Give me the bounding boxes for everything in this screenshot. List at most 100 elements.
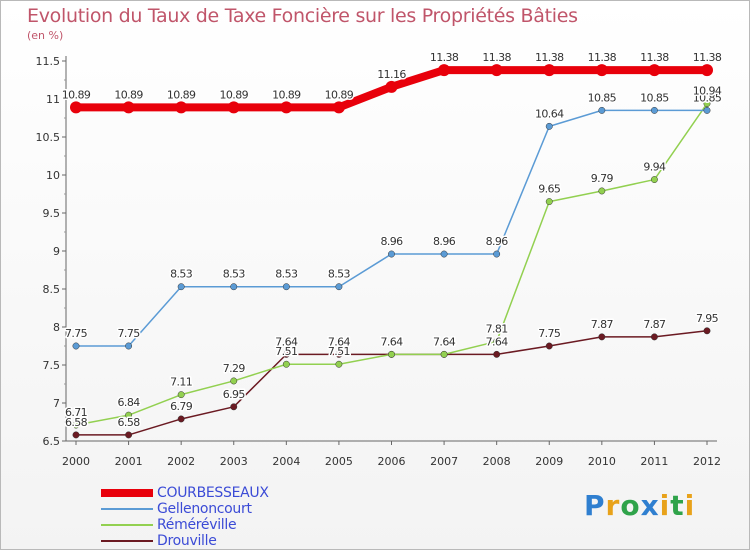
data-point [703,327,711,335]
data-label: 8.53 [328,268,351,281]
data-label-halo: 10.89 [167,88,196,101]
data-label: 8.53 [223,268,246,281]
data-point [230,283,238,291]
data-label: 9.79 [591,172,614,185]
legend-swatch [101,508,153,510]
data-label: 11.38 [588,51,617,64]
data-label: 11.38 [482,51,511,64]
data-point [177,415,185,423]
x-tick-label: 2007 [430,455,458,468]
data-label-halo: 8.53 [328,268,351,281]
x-tick-label: 2000 [62,455,90,468]
data-point [598,187,606,195]
x-tick-label: 2011 [640,455,668,468]
data-label: 10.89 [325,88,354,101]
logo-letter: i [684,489,696,522]
data-label-halo: 10.89 [220,88,249,101]
data-label: 9.65 [538,183,561,196]
data-point [125,411,133,419]
data-point [280,101,293,114]
data-label: 7.51 [275,345,297,358]
logo-letter: t [670,489,685,522]
data-point [440,350,448,358]
data-point [650,333,658,341]
legend-label: Drouville [157,533,217,549]
data-point [227,101,240,114]
data-point [440,250,448,258]
data-point [388,250,395,258]
data-label: 7.64 [486,335,509,348]
data-point [125,431,133,439]
data-label: 6.58 [65,416,88,429]
data-point [335,350,343,358]
data-label-halo: 10.89 [114,88,143,101]
data-label-halo: 7.75 [65,327,88,340]
data-label-halo: 7.11 [170,376,192,389]
data-label-halo: 7.29 [223,362,246,375]
data-label-halo: 10.94 [693,85,722,98]
data-point [282,283,290,291]
data-point [703,100,711,108]
legend-label: Gellenoncourt [157,501,252,517]
data-label-halo: 11.38 [430,51,459,64]
data-point [177,391,185,399]
data-label-halo: 7.51 [328,345,350,358]
y-tick-label: 7.5 [43,359,61,372]
data-label: 7.64 [433,335,456,348]
data-point [388,350,395,358]
data-point [490,64,503,77]
data-label-halo: 7.81 [486,322,508,335]
legend-item: COURBESSEAUX [101,485,269,501]
data-label: 10.94 [693,85,722,98]
data-label: 7.64 [380,335,403,348]
data-label: 8.53 [170,268,193,281]
data-point [493,250,501,258]
data-label: 7.64 [275,335,298,348]
legend-item: Réméréville [101,517,269,533]
data-point [335,283,343,291]
x-tick-label: 2012 [693,455,721,468]
data-label: 7.81 [486,322,508,335]
data-label: 11.38 [693,51,722,64]
data-label: 6.84 [118,396,141,409]
data-label: 7.75 [538,327,561,340]
data-point [493,337,501,345]
data-label: 10.85 [640,91,669,104]
data-label: 6.71 [65,406,87,419]
y-tick-label: 7 [53,397,60,410]
data-label-halo: 8.96 [433,235,456,248]
data-label-halo: 11.38 [588,51,617,64]
data-label: 6.79 [170,400,193,413]
data-point [598,106,606,114]
y-tick-label: 11 [46,93,60,106]
data-label: 8.53 [275,268,298,281]
y-tick-label: 9.5 [43,207,61,220]
data-label: 11.38 [430,51,459,64]
logo-letter: r [605,489,621,522]
data-label-halo: 7.95 [696,312,719,325]
data-point [650,106,658,114]
data-point [125,342,133,350]
data-label-halo: 10.89 [272,88,301,101]
data-label-halo: 6.79 [170,400,193,413]
data-label: 7.87 [591,318,614,331]
data-point [230,377,238,385]
data-label: 10.64 [535,107,564,120]
data-label-halo: 8.53 [170,268,193,281]
data-label-halo: 7.64 [380,335,403,348]
legend-item: Drouville [101,533,269,549]
data-point [648,64,661,77]
data-label-halo: 10.85 [640,91,669,104]
data-point [701,64,713,77]
logo-letter: o [620,489,641,522]
data-label: 8.96 [486,235,509,248]
data-label: 10.89 [114,88,143,101]
data-label: 7.64 [328,335,351,348]
data-label: 7.29 [223,362,246,375]
data-label-halo: 8.53 [275,268,298,281]
data-point [70,101,82,114]
data-point [230,403,238,411]
chart-title: Evolution du Taux de Taxe Foncière sur l… [27,5,578,27]
data-label-halo: 11.38 [535,51,564,64]
